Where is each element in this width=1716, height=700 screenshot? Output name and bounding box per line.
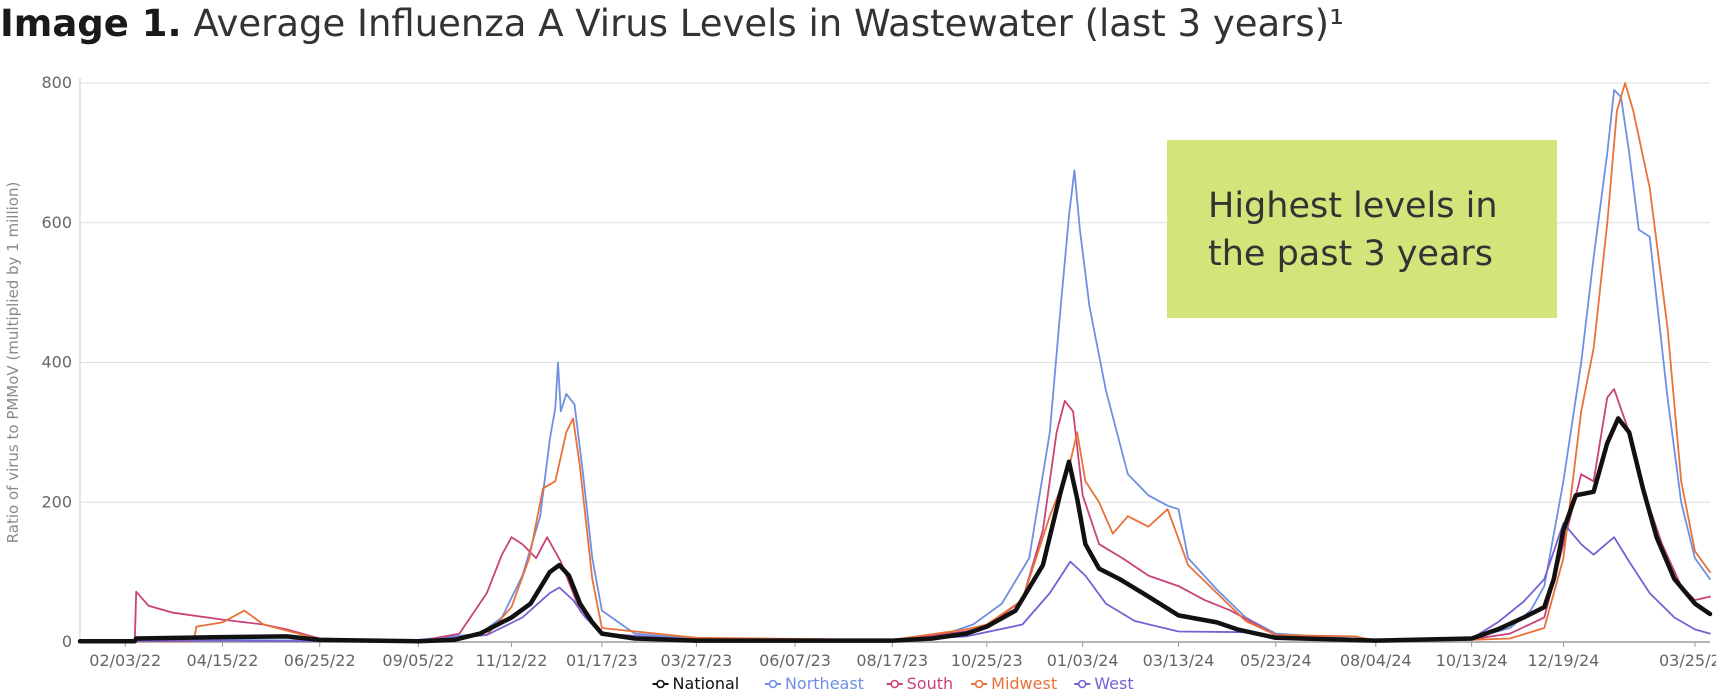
legend-item-midwest[interactable]: Midwest [971,674,1057,693]
series-layer [77,82,1713,644]
x-tick-label: 08/04/24 [1340,651,1412,670]
x-tick-label: 08/17/23 [856,651,928,670]
x-tick-label: 06/07/23 [759,651,831,670]
x-tick-label: 03/13/24 [1143,651,1215,670]
legend-label: National [673,674,740,693]
legend-label: Midwest [991,674,1057,693]
legend-item-west[interactable]: West [1074,674,1134,693]
series-line-midwest [79,82,1711,643]
title-text: Average Influenza A Virus Levels in Wast… [193,2,1344,45]
highest-levels-callout: Highest levels in the past 3 years [1167,140,1557,318]
legend-circle-marker [768,679,778,689]
legend-circle-marker [1077,679,1087,689]
x-tick-label: 03/27/23 [660,651,732,670]
series-line-national [77,416,1713,644]
x-tick-label: 02/03/22 [89,651,161,670]
x-tick-label: 10/13/24 [1436,651,1508,670]
legend-label: West [1094,674,1133,693]
y-tick-label: 400 [41,353,72,372]
legend-label: South [907,674,954,693]
series-line-northeast [79,89,1711,642]
legend-circle-marker [974,679,984,689]
legend[interactable]: National Northeast South Midwest West [652,674,1134,693]
y-tick-label: 600 [41,213,72,232]
axis-layer: 0 200 400 600 800 Ratio of virus to PMMoV (mu… [4,73,1716,670]
y-axis-label: Ratio of virus to PMMoV (multiplied by 1… [4,182,22,544]
legend-circle-marker [890,679,899,689]
x-tick-label: 01/03/24 [1047,651,1119,670]
y-tick-label: 200 [41,492,72,511]
x-tick-label: 01/17/23 [566,651,638,670]
x-tick-label: 06/25/22 [284,651,356,670]
x-tick-label: 05/23/24 [1240,651,1312,670]
legend-label: Northeast [785,674,864,693]
x-tick-label: 03/25/25 [1659,651,1716,670]
series-line-west [79,522,1711,643]
chart-title: Image 1. Average Influenza A Virus Level… [0,0,1344,48]
y-tick-label: 0 [62,632,72,651]
x-tick-label: 04/15/22 [187,651,259,670]
series-line-south [79,388,1711,643]
x-tick-label: 11/12/22 [476,651,548,670]
legend-circle-marker [656,679,665,689]
x-tick-label: 12/19/24 [1528,651,1600,670]
influenza-chart: 0 200 400 600 800 Ratio of virus to PMMoV (mu… [4,73,1716,693]
title-lead: Image 1. [0,2,182,45]
legend-item-south[interactable]: South [886,674,954,693]
y-tick-label: 800 [41,73,72,92]
x-tick-label: 10/25/23 [951,651,1023,670]
callout-line-2: the past 3 years [1208,234,1494,274]
legend-item-northeast[interactable]: Northeast [764,674,864,693]
legend-item-national[interactable]: National [652,674,740,693]
x-tick-label: 09/05/22 [382,651,454,670]
callout-line-1: Highest levels in [1208,186,1498,226]
